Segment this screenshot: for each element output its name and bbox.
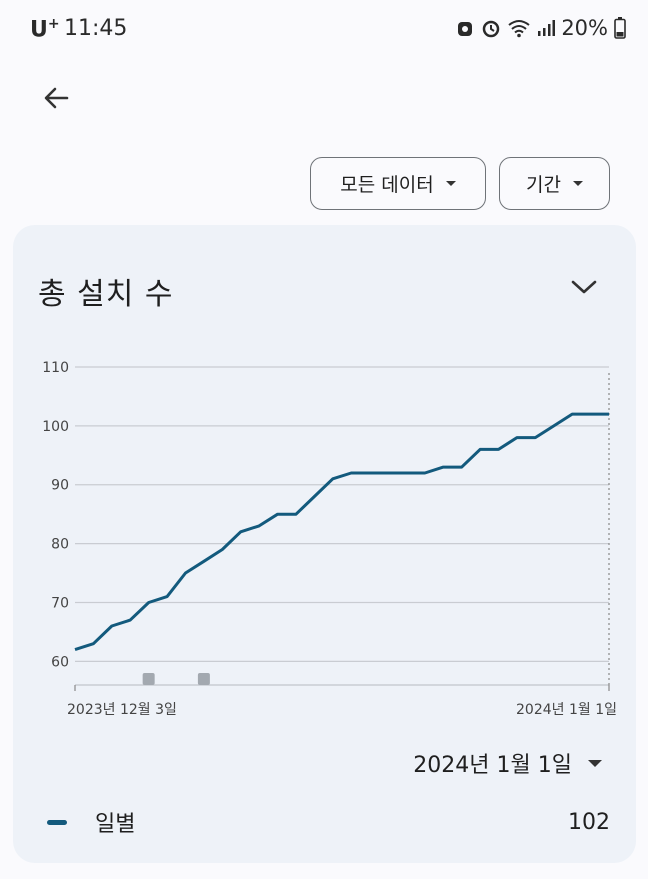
app-notification-icon (455, 18, 475, 38)
signal-icon (537, 19, 556, 37)
x-tick-label: 2024년 1월 1일 (516, 702, 617, 718)
total-installs-card: 총 설치 수 60 70 80 90 100 110 2023년 12월 3일 2024년 1… (13, 225, 636, 863)
chevron-down-icon (571, 280, 597, 294)
date-selector[interactable]: 2024년 1월 1일 (413, 747, 602, 779)
y-tick-label: 90 (51, 478, 69, 494)
y-tick-label: 60 (51, 654, 69, 670)
alarm-icon (481, 18, 501, 38)
card-title: 총 설치 수 (38, 277, 174, 312)
all-data-label: 모든 데이터 (340, 174, 434, 196)
battery-icon (614, 17, 626, 39)
legend-row: 일별 102 (47, 805, 610, 839)
battery-percent: 20% (561, 16, 608, 40)
y-tick-label: 100 (42, 419, 69, 435)
y-tick-label: 80 (51, 537, 69, 553)
y-tick-label: 110 (42, 360, 69, 376)
status-icons: 20% (455, 16, 626, 40)
selected-date: 2024년 1월 1일 (413, 753, 572, 778)
annotation-marker (142, 673, 155, 685)
series-line (74, 412, 609, 652)
wifi-icon (507, 18, 531, 38)
legend-value: 102 (568, 809, 610, 835)
dropdown-arrow-icon (572, 181, 583, 186)
installs-line-chart: 60 70 80 90 100 110 2023년 12월 3일 2024년 1월 1일 (42, 360, 617, 718)
all-data-dropdown[interactable]: 모든 데이터 (310, 157, 486, 210)
status-time: 11:45 (64, 16, 128, 41)
back-button[interactable] (34, 78, 78, 118)
collapse-button[interactable] (566, 269, 602, 305)
dropdown-arrow-icon (588, 759, 602, 767)
annotation-marker (197, 673, 210, 685)
carrier-label: U+ (30, 16, 60, 43)
y-tick-label: 70 (51, 595, 69, 611)
dropdown-arrow-icon (445, 181, 456, 186)
legend-label: 일별 (95, 812, 136, 837)
period-label: 기간 (526, 174, 561, 196)
arrow-back-icon (44, 87, 69, 109)
status-bar: U+ 11:45 20% (0, 0, 648, 60)
x-tick-label: 2023년 12월 3일 (67, 702, 177, 718)
period-dropdown[interactable]: 기간 (499, 157, 610, 210)
legend-swatch (47, 819, 67, 825)
